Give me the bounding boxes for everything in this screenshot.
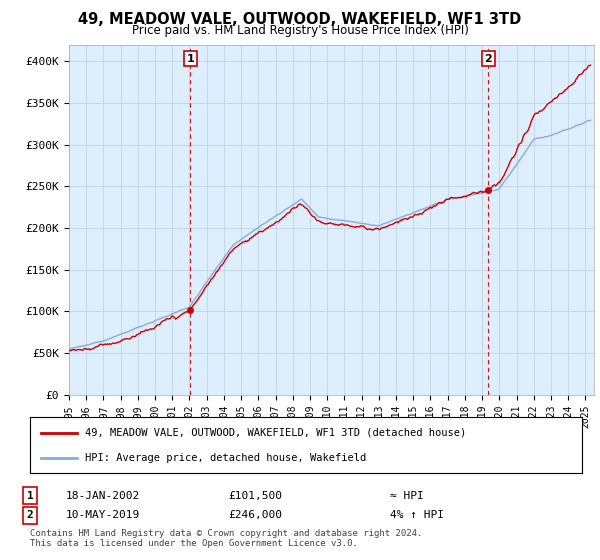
- Text: 4% ↑ HPI: 4% ↑ HPI: [390, 510, 444, 520]
- Text: Contains HM Land Registry data © Crown copyright and database right 2024.
This d: Contains HM Land Registry data © Crown c…: [30, 529, 422, 548]
- Text: 49, MEADOW VALE, OUTWOOD, WAKEFIELD, WF1 3TD: 49, MEADOW VALE, OUTWOOD, WAKEFIELD, WF1…: [79, 12, 521, 27]
- Text: 49, MEADOW VALE, OUTWOOD, WAKEFIELD, WF1 3TD (detached house): 49, MEADOW VALE, OUTWOOD, WAKEFIELD, WF1…: [85, 428, 466, 438]
- Text: 2: 2: [485, 54, 493, 63]
- Text: Price paid vs. HM Land Registry's House Price Index (HPI): Price paid vs. HM Land Registry's House …: [131, 24, 469, 36]
- Text: ≈ HPI: ≈ HPI: [390, 491, 424, 501]
- Text: 2: 2: [26, 510, 34, 520]
- Text: £101,500: £101,500: [228, 491, 282, 501]
- Text: 18-JAN-2002: 18-JAN-2002: [66, 491, 140, 501]
- Text: HPI: Average price, detached house, Wakefield: HPI: Average price, detached house, Wake…: [85, 452, 367, 463]
- Text: 1: 1: [26, 491, 34, 501]
- Text: 10-MAY-2019: 10-MAY-2019: [66, 510, 140, 520]
- Text: 1: 1: [187, 54, 194, 63]
- Text: £246,000: £246,000: [228, 510, 282, 520]
